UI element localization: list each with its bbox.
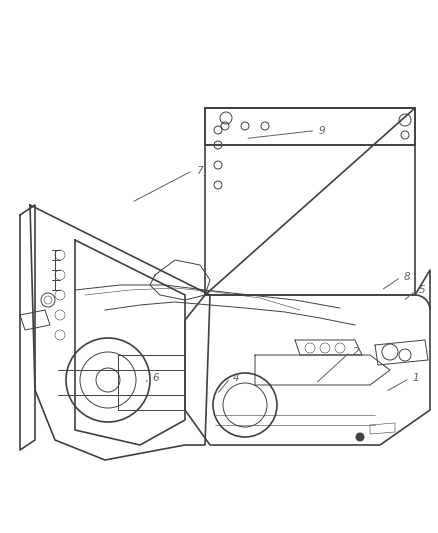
- Text: 4: 4: [233, 374, 240, 383]
- Text: 9: 9: [318, 126, 325, 135]
- Text: 7: 7: [196, 166, 202, 175]
- Text: 5: 5: [419, 286, 426, 295]
- Text: 1: 1: [413, 374, 419, 383]
- Circle shape: [356, 433, 364, 441]
- Text: 2: 2: [353, 347, 360, 357]
- Text: 6: 6: [152, 374, 159, 383]
- Text: 8: 8: [404, 272, 410, 282]
